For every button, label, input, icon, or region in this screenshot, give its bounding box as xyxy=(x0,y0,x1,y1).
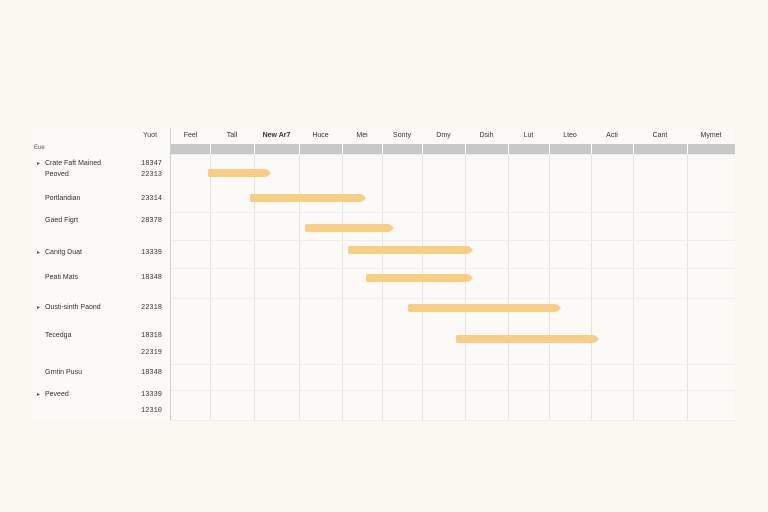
task-value: 13339 xyxy=(141,249,163,257)
grid-line xyxy=(591,154,592,420)
timeline-area[interactable]: Feel Tall New Ar7 Huce Mei Sonty Dmy Dsih Lut Lte… xyxy=(170,128,735,421)
row-divider xyxy=(171,240,735,241)
task-row[interactable]: ▸ Canitg Duat 13339 xyxy=(31,248,170,268)
task-row[interactable]: Peati Mats 18348 xyxy=(31,273,170,293)
task-row[interactable]: Peoved 22313 xyxy=(31,170,170,190)
month-header: Mei xyxy=(356,132,368,139)
band-divider xyxy=(210,144,211,154)
gantt-chart: Eue Yuot ▸ Crate Faft Mained 18347 Peove… xyxy=(31,128,735,421)
task-bar[interactable] xyxy=(366,274,474,282)
task-list-panel: Eue Yuot ▸ Crate Faft Mained 18347 Peove… xyxy=(31,128,170,420)
expand-toggle-icon[interactable]: ▸ xyxy=(37,305,41,311)
task-name: Grntin Pusu xyxy=(45,369,82,376)
task-row[interactable]: Tecedga 18318 xyxy=(31,331,170,351)
row-divider xyxy=(171,154,735,155)
task-name: Portlandian xyxy=(45,195,81,202)
grid-line xyxy=(342,154,343,420)
task-name: Gaed Figrt xyxy=(45,217,79,224)
task-row[interactable]: Grntin Pusu 18348 xyxy=(31,368,170,388)
month-header: Mymet xyxy=(700,132,722,139)
task-value: 22319 xyxy=(141,349,163,357)
task-value: 28378 xyxy=(141,217,163,225)
month-header: Acti xyxy=(606,132,618,139)
grid-line xyxy=(549,154,550,420)
task-row[interactable]: ▸ Ousti-sinth Paond 22318 xyxy=(31,303,170,323)
month-header: Feel xyxy=(183,132,198,139)
task-name: Crate Faft Mained xyxy=(45,160,102,167)
timeline-header-band xyxy=(171,144,735,154)
row-divider xyxy=(171,364,735,365)
task-value: 13339 xyxy=(141,391,163,399)
task-value: 12310 xyxy=(141,407,163,415)
task-row[interactable]: ▸ Peveed 13339 xyxy=(31,390,170,410)
task-name: Ousti-sinth Paond xyxy=(45,304,101,311)
task-value: 18318 xyxy=(141,332,163,340)
band-divider xyxy=(591,144,592,154)
grid-line xyxy=(422,154,423,420)
task-row[interactable]: ▸ Crate Faft Mained 18347 xyxy=(31,159,170,179)
task-value: 18347 xyxy=(141,160,163,168)
task-bar[interactable] xyxy=(208,169,272,177)
task-row[interactable]: Gaed Figrt 28378 xyxy=(31,216,170,236)
task-value: 22313 xyxy=(141,171,163,179)
task-list-header: Eue Yuot xyxy=(31,128,170,154)
grid-line xyxy=(687,154,688,420)
band-divider xyxy=(299,144,300,154)
month-header: Tall xyxy=(226,132,238,139)
row-divider xyxy=(171,420,735,421)
band-divider xyxy=(465,144,466,154)
year-column-header: Yuot xyxy=(143,132,158,139)
task-row[interactable]: Portlandian 23314 xyxy=(31,194,170,214)
month-header: Dmy xyxy=(436,132,451,139)
task-bar[interactable] xyxy=(408,304,562,312)
task-name: Tecedga xyxy=(45,332,72,339)
grid-line xyxy=(210,154,211,420)
task-name: Canitg Duat xyxy=(45,249,82,256)
expand-toggle-icon[interactable]: ▸ xyxy=(37,250,41,256)
grid-line xyxy=(508,154,509,420)
row-divider xyxy=(171,268,735,269)
task-name: Peveed xyxy=(45,391,69,398)
expand-toggle-icon[interactable]: ▸ xyxy=(37,392,41,398)
task-row[interactable]: 22319 xyxy=(31,348,170,368)
band-divider xyxy=(633,144,634,154)
grid-line xyxy=(254,154,255,420)
month-header: Lteo xyxy=(563,132,577,139)
grid-line xyxy=(299,154,300,420)
row-divider xyxy=(171,212,735,213)
month-header: Huce xyxy=(312,132,329,139)
grid-line xyxy=(633,154,634,420)
sub-header-label: Eue xyxy=(34,145,45,151)
band-divider xyxy=(422,144,423,154)
task-bar[interactable] xyxy=(305,224,394,232)
month-header: Dsih xyxy=(479,132,494,139)
band-divider xyxy=(382,144,383,154)
band-divider xyxy=(342,144,343,154)
grid-line xyxy=(465,154,466,420)
task-value: 22318 xyxy=(141,304,163,312)
task-row[interactable]: 12310 xyxy=(31,406,170,426)
row-divider xyxy=(171,390,735,391)
band-divider xyxy=(549,144,550,154)
month-header: Sonty xyxy=(393,132,411,139)
month-header: Cant xyxy=(652,132,668,139)
task-value: 23314 xyxy=(141,195,163,203)
band-divider xyxy=(254,144,255,154)
task-name: Peoved xyxy=(45,171,69,178)
month-header: New Ar7 xyxy=(262,132,291,139)
task-bar[interactable] xyxy=(456,335,599,343)
task-name: Peati Mats xyxy=(45,274,79,281)
month-header: Lut xyxy=(523,132,534,139)
task-bar[interactable] xyxy=(249,194,367,202)
task-bar[interactable] xyxy=(348,246,474,254)
grid-line xyxy=(382,154,383,420)
row-divider xyxy=(171,298,735,299)
band-divider xyxy=(508,144,509,154)
task-value: 18348 xyxy=(141,369,163,377)
expand-toggle-icon[interactable]: ▸ xyxy=(37,161,41,167)
task-value: 18348 xyxy=(141,274,163,282)
band-divider xyxy=(687,144,688,154)
